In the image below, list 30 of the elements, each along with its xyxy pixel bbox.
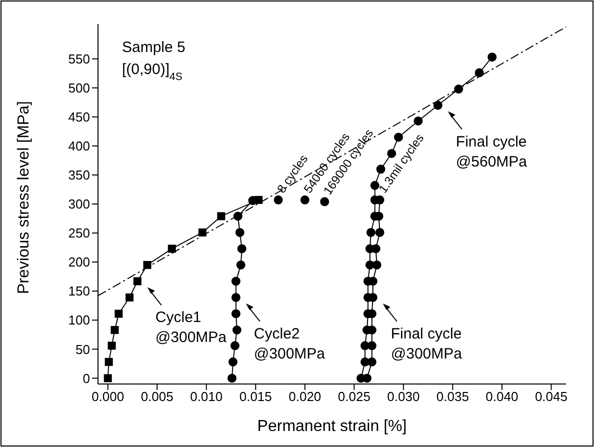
y-tick-label: 500 <box>68 80 90 96</box>
y-tick-label: 50 <box>76 342 90 357</box>
y-tick-label: 400 <box>68 138 90 154</box>
y-tick-label: 350 <box>68 168 90 183</box>
x-tick-label: 0.035 <box>436 389 469 404</box>
annotation: Final cycle @300MPa <box>390 325 463 362</box>
y-tick-label: 100 <box>68 312 90 328</box>
x-tick-label: 0.040 <box>486 389 518 404</box>
x-tick-label: 0.045 <box>534 389 568 404</box>
annotation: Cycle2 @300MPa <box>254 325 326 362</box>
x-tick-label: 0.020 <box>288 389 322 404</box>
x-axis-title: Permanent strain [%] <box>257 418 407 435</box>
x-tick-label: 0.030 <box>387 389 420 404</box>
annotation: Final cycle @560MPa <box>456 133 528 170</box>
y-tick-label: 550 <box>68 51 90 66</box>
y-tick-label: 300 <box>68 196 90 212</box>
y-tick-label: 0 <box>82 370 90 386</box>
x-tick-label: 0.010 <box>190 389 223 404</box>
annotation: Sample 5 <box>122 39 186 56</box>
y-tick-label: 450 <box>68 110 90 125</box>
x-tick-label: 0.025 <box>338 389 370 404</box>
y-tick-label: 250 <box>68 226 90 241</box>
x-tick-label: 0.000 <box>92 389 124 404</box>
y-axis-title: Previous stress level [MPa] <box>16 101 33 294</box>
y-tick-label: 200 <box>68 254 90 270</box>
x-tick-label: 0.015 <box>239 389 272 404</box>
x-tick-label: 0.005 <box>140 389 174 404</box>
annotation: [(0,90)]$_{4S}$ <box>122 61 182 83</box>
annotation: Cycle1 @300MPa <box>155 309 228 346</box>
y-tick-label: 150 <box>68 284 90 299</box>
